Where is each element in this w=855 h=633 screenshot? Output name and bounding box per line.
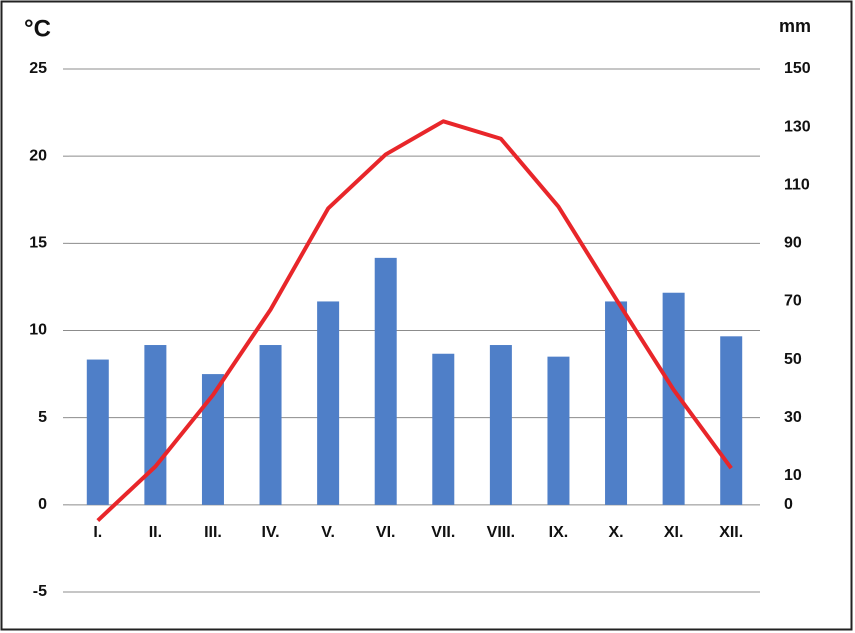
y-tick-label: 0 [38,496,47,513]
x-tick-label: IX. [549,524,569,541]
y2-axis-label: mm [779,16,811,36]
x-tick-label: IV. [261,524,279,541]
bar [144,345,167,505]
x-tick-label: III. [204,524,222,541]
y-tick-label: 20 [29,147,47,164]
y2-tick-label: 30 [784,409,802,426]
y-tick-label: 5 [38,409,47,426]
bar [201,374,224,505]
x-tick-label: XI. [664,524,684,541]
bar [720,336,743,505]
y2-tick-label: 50 [784,351,802,368]
y-tick-label: 25 [29,60,47,77]
x-tick-label: X. [608,524,623,541]
bar [489,345,512,505]
y-axis-label: °C [24,15,51,42]
y2-tick-label: 150 [784,60,811,77]
x-tick-label: XII. [719,524,743,541]
y-tick-label: 15 [29,235,47,252]
bar [259,345,282,505]
bar [86,359,109,505]
bar [662,292,685,505]
y-tick-label: 10 [29,322,47,339]
y2-tick-label: 130 [784,118,811,135]
x-tick-label: VII. [431,524,455,541]
y2-tick-label: 0 [784,496,793,513]
line [96,119,733,522]
bar [547,356,570,505]
y2-tick-label: 10 [784,467,802,484]
y-tick-label: -5 [33,583,47,600]
y2-tick-label: 90 [784,235,802,252]
y2-tick-label: 70 [784,293,802,310]
x-tick-label: V. [321,524,335,541]
x-tick-label: II. [149,524,162,541]
x-tick-label: VIII. [487,524,515,541]
y2-tick-label: 110 [784,176,810,193]
x-tick-label: VI. [376,524,396,541]
x-tick-label: I. [93,524,102,541]
bar [374,257,397,505]
bar [317,301,340,505]
bar [605,301,628,505]
bar [432,353,455,505]
